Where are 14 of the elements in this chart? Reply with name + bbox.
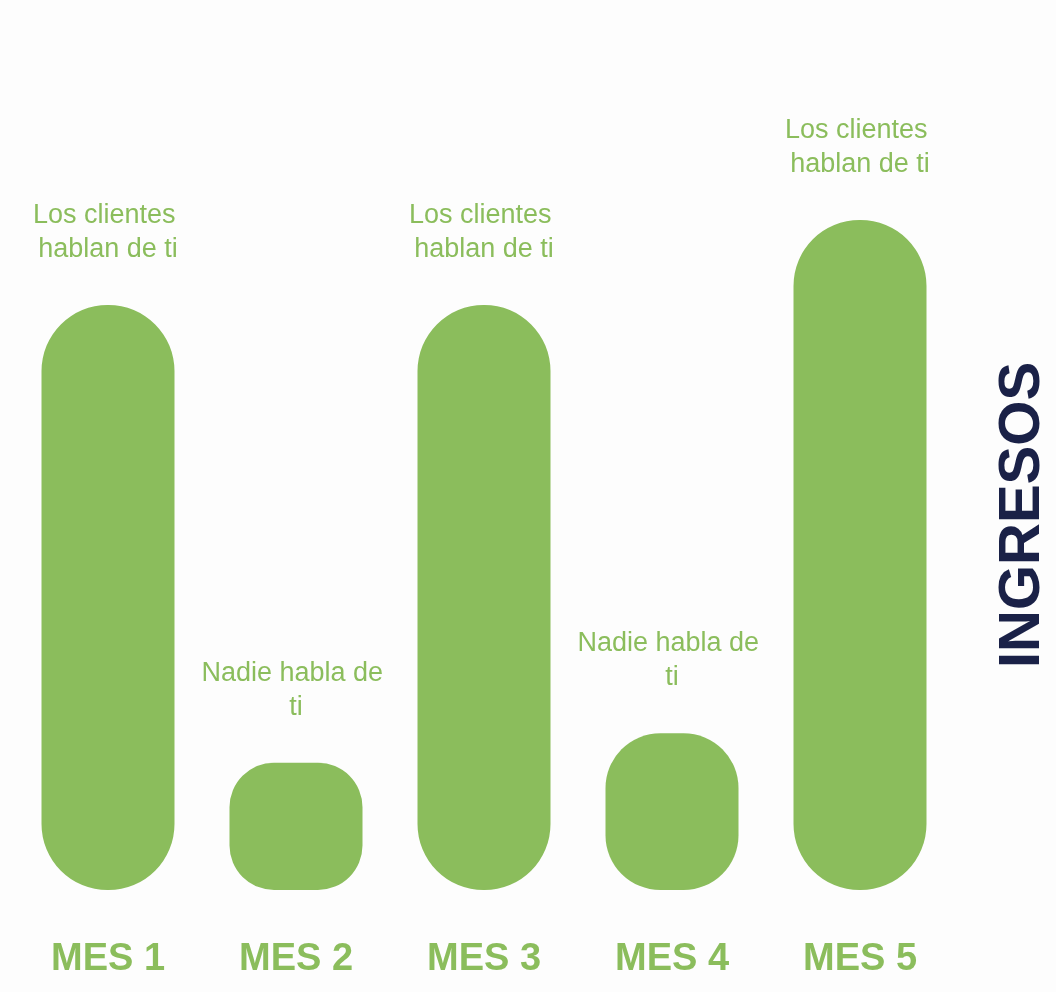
x-tick-label: MES 1 — [50, 936, 166, 978]
annotation: Nadie habla de ti — [201, 656, 391, 721]
y-axis-title: INGRESOS — [985, 361, 1051, 669]
annotation: Los clientes hablan de ti — [408, 199, 560, 264]
x-tick-label: MES 3 — [426, 936, 542, 978]
annotation: Nadie habla de ti — [577, 627, 767, 692]
x-tick-label: MES 2 — [238, 936, 354, 978]
bar — [793, 220, 927, 890]
bar — [41, 305, 175, 890]
x-tick-label: MES 5 — [802, 936, 918, 978]
x-tick-label: MES 4 — [614, 936, 730, 978]
annotation: Los clientes hablan de ti — [32, 199, 184, 264]
bar — [417, 305, 551, 890]
text: Los clientes hablan de ti — [784, 114, 936, 178]
